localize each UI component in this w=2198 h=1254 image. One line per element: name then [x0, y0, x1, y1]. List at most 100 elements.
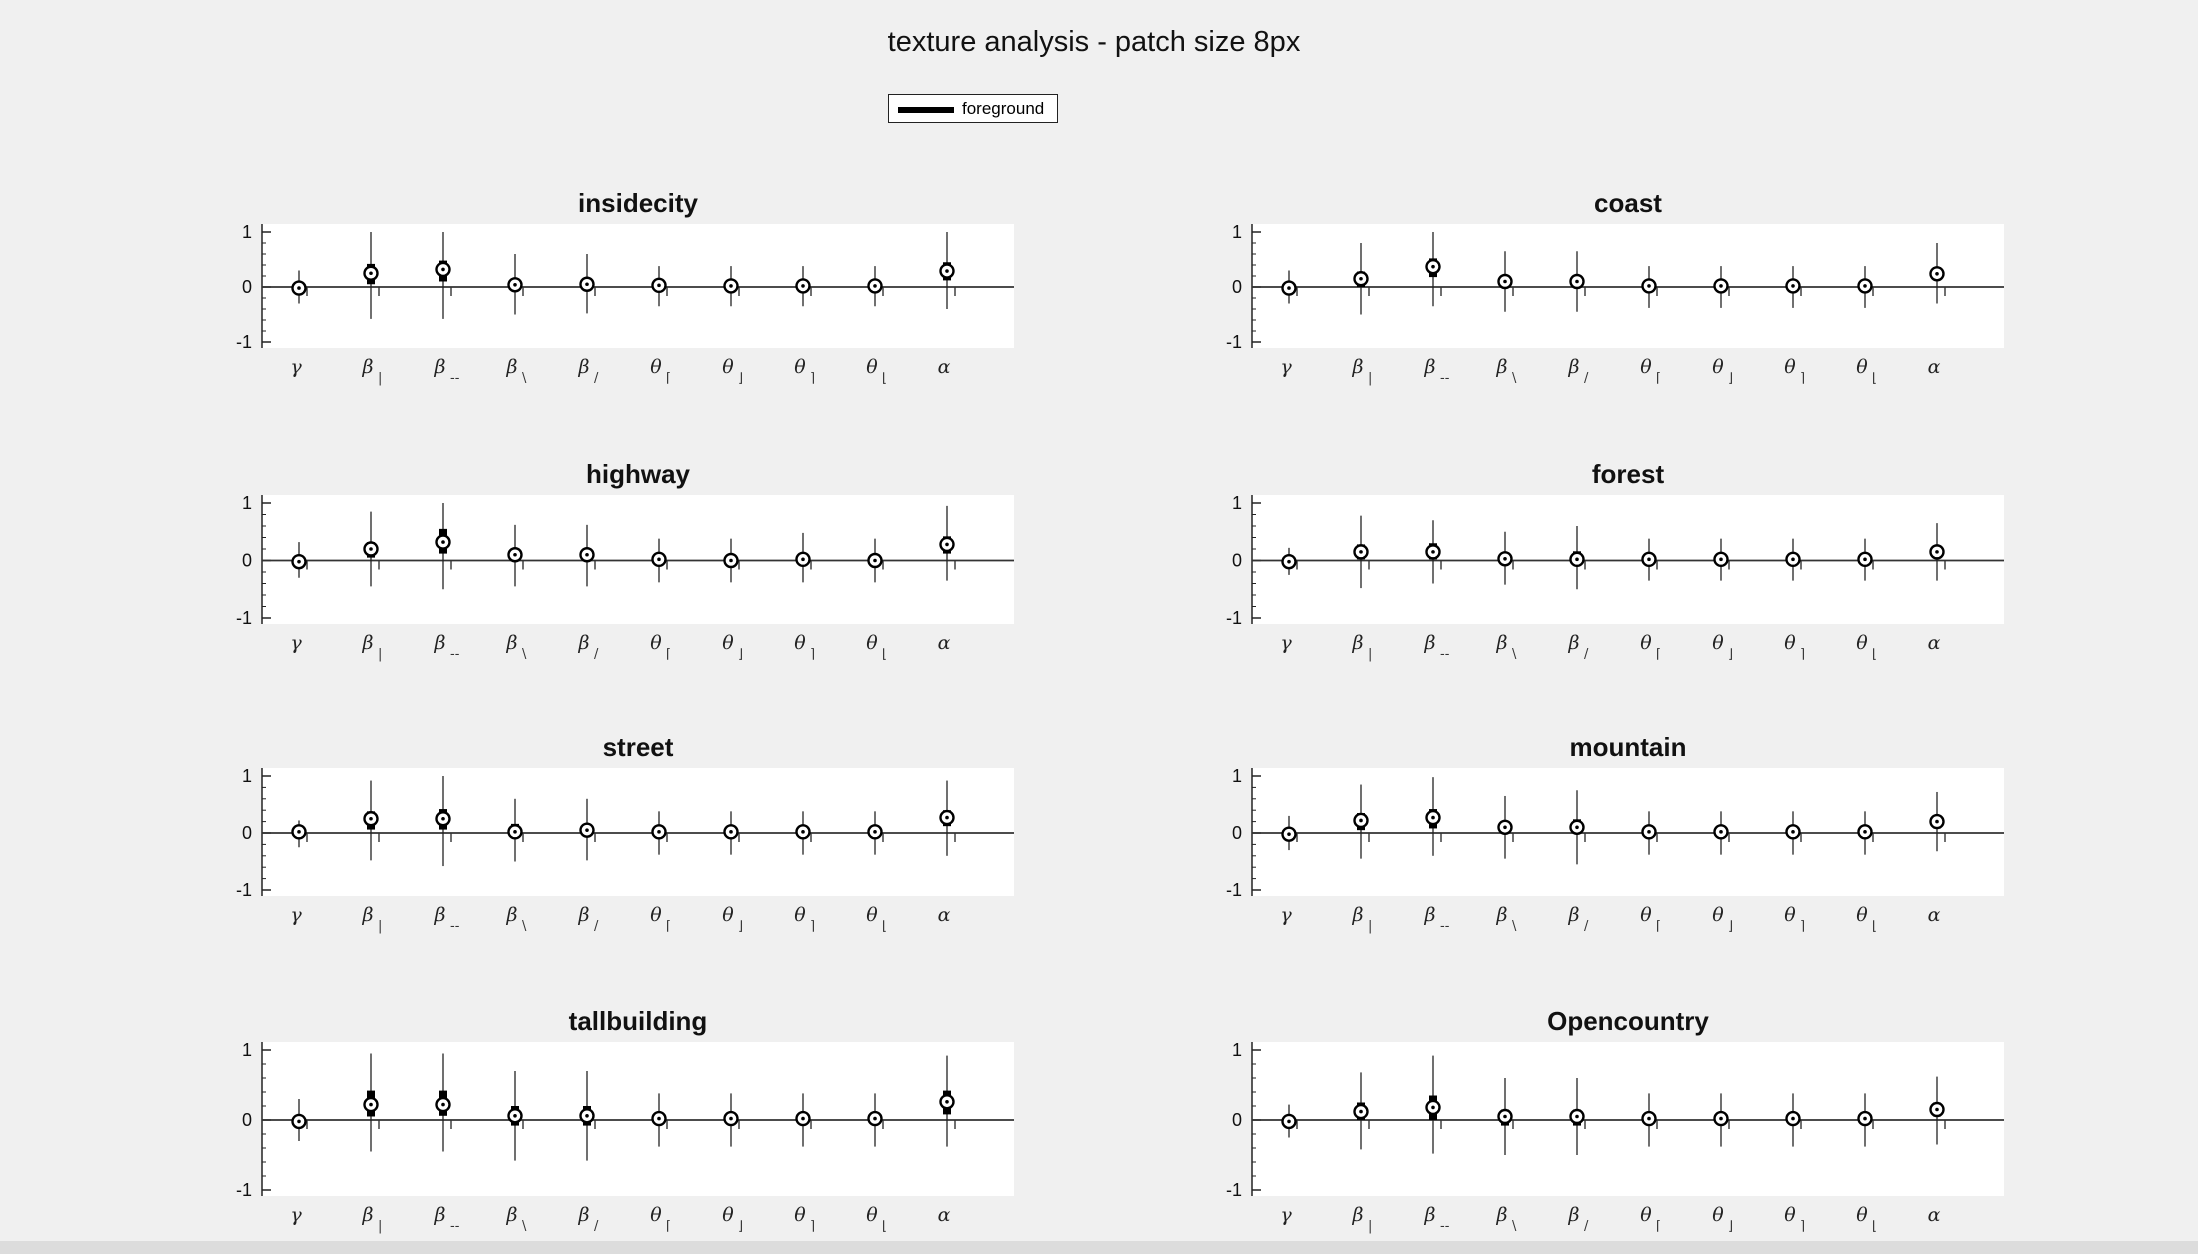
x-tick-label: β — [1424, 1204, 1436, 1226]
x-tick-label: γ — [290, 356, 302, 378]
mean-dot — [873, 284, 877, 288]
x-tick-label: θ — [866, 356, 878, 378]
x-tick-label: β — [578, 632, 590, 654]
x-tick-sub: | — [378, 647, 382, 662]
subplot-forest: forest 1 0 -1 γ β | β -- β \ β / θ ⌈ θ ⌋ θ ⌉ θ ⌊ α — [1226, 459, 2004, 662]
x-tick-label: β — [578, 1204, 590, 1226]
x-tick-sub: ⌊ — [1872, 1219, 1877, 1234]
x-tick-sub: ⌋ — [738, 371, 743, 386]
x-tick-label: θ — [1856, 1204, 1868, 1226]
mean-dot — [1791, 1116, 1795, 1121]
mean-dot — [1431, 550, 1435, 554]
x-tick-label: γ — [290, 904, 302, 926]
y-tick-label: 1 — [242, 222, 252, 242]
y-tick-label: 1 — [1232, 222, 1242, 242]
mean-dot — [441, 267, 445, 272]
x-tick-sub: ⌊ — [1872, 371, 1877, 386]
x-tick-label: θ — [1640, 904, 1652, 926]
mean-dot — [1287, 286, 1291, 290]
x-tick-label: γ — [1280, 356, 1292, 378]
mean-dot — [729, 284, 733, 288]
subplot-opencountry: Opencountry 1 0 -1 γ β | β -- β \ β / θ ⌈ θ ⌋ θ ⌉ θ ⌊ α — [1226, 1006, 2004, 1234]
x-tick-sub: ⌊ — [882, 1219, 887, 1234]
x-tick-label: β — [434, 356, 446, 378]
mean-dot — [1359, 1109, 1363, 1114]
subplot-title: Opencountry — [1547, 1006, 1709, 1036]
x-tick-label: θ — [794, 1204, 806, 1226]
y-tick-label: -1 — [236, 880, 252, 900]
mean-dot — [1647, 830, 1651, 834]
x-tick-sub: ⌋ — [1728, 919, 1733, 934]
bottom-strip — [0, 1241, 2198, 1254]
x-tick-sub: ⌉ — [1800, 1219, 1805, 1234]
x-tick-sub: -- — [450, 1219, 460, 1234]
x-tick-label: θ — [650, 356, 662, 378]
mean-dot — [369, 1102, 373, 1107]
x-tick-sub: ⌊ — [882, 919, 887, 934]
mean-dot — [873, 830, 877, 834]
y-tick-label: 0 — [242, 1110, 252, 1130]
y-tick-label: -1 — [236, 608, 252, 628]
subplot-title: coast — [1594, 188, 1662, 218]
x-tick-sub: -- — [1440, 647, 1450, 662]
mean-dot — [1719, 1116, 1723, 1121]
page-title: texture analysis - patch size 8px — [887, 26, 1301, 58]
x-tick-label: β — [1424, 356, 1436, 378]
x-tick-label: β — [1424, 632, 1436, 654]
plot-area — [262, 224, 1014, 348]
x-tick-label: θ — [1640, 632, 1652, 654]
mean-dot — [1863, 557, 1867, 562]
x-tick-label: θ — [1784, 1204, 1796, 1226]
mean-dot — [1575, 279, 1579, 284]
mean-dot — [1647, 1116, 1651, 1121]
y-tick-label: 0 — [242, 551, 252, 571]
x-tick-sub: / — [1584, 1219, 1589, 1234]
mean-dot — [441, 816, 445, 821]
x-tick-label: α — [938, 1204, 951, 1226]
mean-dot — [1503, 1114, 1507, 1119]
x-tick-label: α — [1928, 632, 1941, 654]
x-tick-sub: ⌈ — [1656, 647, 1661, 662]
mean-dot — [369, 547, 373, 551]
y-tick-label: -1 — [236, 1180, 252, 1200]
legend-swatch — [898, 107, 954, 113]
mean-dot — [513, 552, 517, 557]
x-tick-label: θ — [1856, 356, 1868, 378]
legend: foreground — [888, 94, 1058, 123]
x-tick-sub: | — [1368, 647, 1372, 662]
x-tick-label: θ — [1784, 356, 1796, 378]
x-tick-sub: ⌊ — [882, 647, 887, 662]
y-tick-label: 0 — [1232, 551, 1242, 571]
mean-dot — [441, 1102, 445, 1107]
mean-dot — [513, 1114, 517, 1118]
x-tick-sub: ⌋ — [1728, 1219, 1733, 1234]
mean-dot — [657, 830, 661, 834]
mean-dot — [1647, 557, 1651, 562]
x-tick-sub: ⌉ — [1800, 919, 1805, 934]
x-tick-sub: ⌊ — [1872, 647, 1877, 662]
x-tick-label: β — [1496, 356, 1508, 378]
subplot-tallbuilding: tallbuilding 1 0 -1 γ β | β -- β \ β / θ ⌈ θ ⌋ θ ⌉ θ ⌊ α — [236, 1006, 1014, 1234]
x-tick-sub: / — [1584, 371, 1589, 386]
mean-dot — [1575, 557, 1579, 562]
y-tick-label: -1 — [236, 332, 252, 352]
x-tick-label: γ — [290, 1204, 302, 1226]
mean-dot — [1719, 284, 1723, 288]
x-tick-sub: | — [378, 919, 382, 934]
x-tick-sub: ⌉ — [810, 647, 815, 662]
mean-dot — [1647, 284, 1651, 288]
x-tick-sub: | — [378, 1219, 382, 1234]
x-tick-label: θ — [722, 356, 734, 378]
subplot-title: street — [603, 732, 674, 762]
mean-dot — [1359, 550, 1363, 554]
x-tick-label: θ — [866, 904, 878, 926]
x-tick-label: θ — [1712, 356, 1724, 378]
x-tick-label: β — [506, 356, 518, 378]
x-tick-label: β — [434, 1204, 446, 1226]
x-tick-sub: ⌉ — [1800, 647, 1805, 662]
mean-dot — [1719, 557, 1723, 562]
x-tick-sub: \ — [1512, 647, 1517, 662]
x-tick-sub: | — [1368, 371, 1372, 386]
x-tick-label: β — [1352, 632, 1364, 654]
